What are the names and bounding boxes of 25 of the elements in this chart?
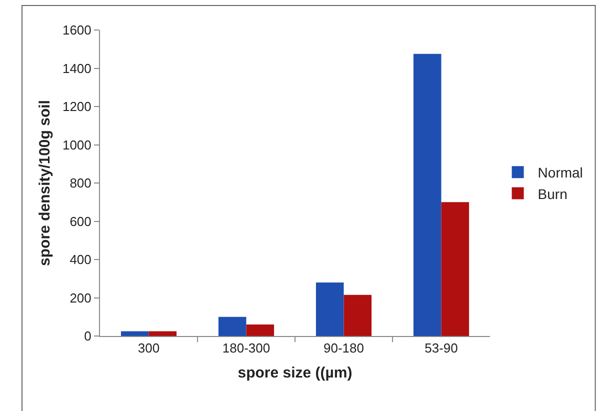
x-tick-label: 90-180: [324, 340, 364, 356]
bar: [218, 316, 246, 336]
y-tick-label: 0: [84, 328, 92, 344]
legend-label: Normal: [538, 164, 583, 181]
bar: [120, 331, 149, 336]
y-tick-label: 400: [70, 252, 92, 268]
y-tick-label: 1400: [62, 60, 92, 76]
x-axis-title: spore size ((µm): [238, 364, 352, 382]
y-tick-label: 600: [70, 214, 92, 229]
y-tick-label: 1600: [62, 22, 92, 38]
x-tick-label: 53-90: [424, 340, 458, 356]
bar: [246, 324, 274, 336]
x-tick-label: 300: [138, 340, 160, 356]
y-tick-label: 1200: [62, 99, 92, 114]
y-tick-label: 1000: [62, 137, 92, 152]
bar: [344, 294, 372, 336]
bar: [413, 54, 442, 336]
bar: [441, 202, 470, 336]
legend-label: Burn: [538, 186, 568, 202]
y-axis-title: spore density/100g soil: [36, 100, 54, 266]
x-tick-label: 180-300: [222, 340, 270, 356]
y-tick-label: 800: [70, 176, 92, 191]
bar: [316, 282, 344, 336]
bar: [148, 331, 177, 336]
y-tick-label: 200: [70, 290, 92, 306]
